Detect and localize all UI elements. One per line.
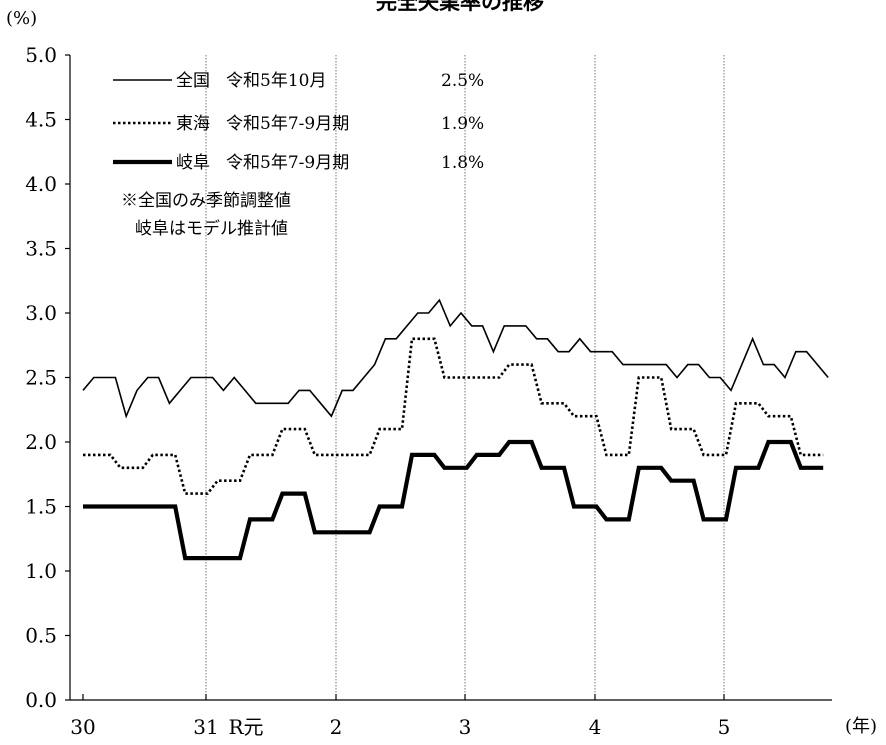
y-tick-label: 5.0 xyxy=(25,43,57,67)
x-axis-unit: (年) xyxy=(845,716,877,737)
x-tick-label: 4 xyxy=(589,715,602,739)
series-line-2 xyxy=(83,337,824,495)
legend-value: 1.9% xyxy=(441,114,484,134)
legend-series-name: 岐阜 xyxy=(176,153,210,173)
y-tick-label: 2.5 xyxy=(25,366,57,390)
y-tick-label: 3.0 xyxy=(25,301,57,325)
chart-title: 完全失業率の推移 xyxy=(376,0,544,14)
x-tick-label: R元 xyxy=(228,715,263,739)
y-tick-label: 3.5 xyxy=(25,237,57,261)
y-tick-label: 1.0 xyxy=(25,559,57,583)
legend-period: 令和5年10月 xyxy=(226,71,326,91)
x-tick-label: 2 xyxy=(330,715,343,739)
series-line-1 xyxy=(82,298,829,419)
legend-value: 1.8% xyxy=(441,153,484,173)
legend-period: 令和5年7-9月期 xyxy=(226,153,349,173)
legend-value: 2.5% xyxy=(441,71,484,91)
x-tick-label: 30 xyxy=(70,715,95,739)
y-tick-label: 4.0 xyxy=(25,172,57,196)
y-tick-label: 2.0 xyxy=(25,430,57,454)
legend: 全国 令和5年10月 2.5% 東海 令和5年7-9月期 1.9% 岐阜 令和5年7-9月期 1… xyxy=(113,71,484,173)
series-layer xyxy=(82,298,829,561)
legend-series-name: 全国 xyxy=(176,71,210,91)
x-tick-label: 3 xyxy=(459,715,472,739)
y-tick-label: 4.5 xyxy=(25,108,57,132)
legend-period: 令和5年7-9月期 xyxy=(226,114,349,134)
note-line-2: 岐阜はモデル推計値 xyxy=(135,218,288,239)
x-tick-label: 5 xyxy=(718,715,731,739)
y-tick-label: 0.5 xyxy=(25,624,57,648)
axis-layer: 0.0 0.5 1.0 1.5 2.0 2.5 3.0 3.5 4.0 4.5 5.0 30 31 R元 2… xyxy=(25,43,832,739)
y-axis-unit: (%) xyxy=(6,8,37,29)
x-tick-label: 31 xyxy=(193,715,218,739)
legend-series-name: 東海 xyxy=(176,114,210,134)
y-tick-label: 0.0 xyxy=(25,688,57,712)
series-line-3 xyxy=(83,439,824,561)
y-tick-label: 1.5 xyxy=(25,495,57,519)
note-line-1: ※全国のみ季節調整値 xyxy=(121,191,291,211)
